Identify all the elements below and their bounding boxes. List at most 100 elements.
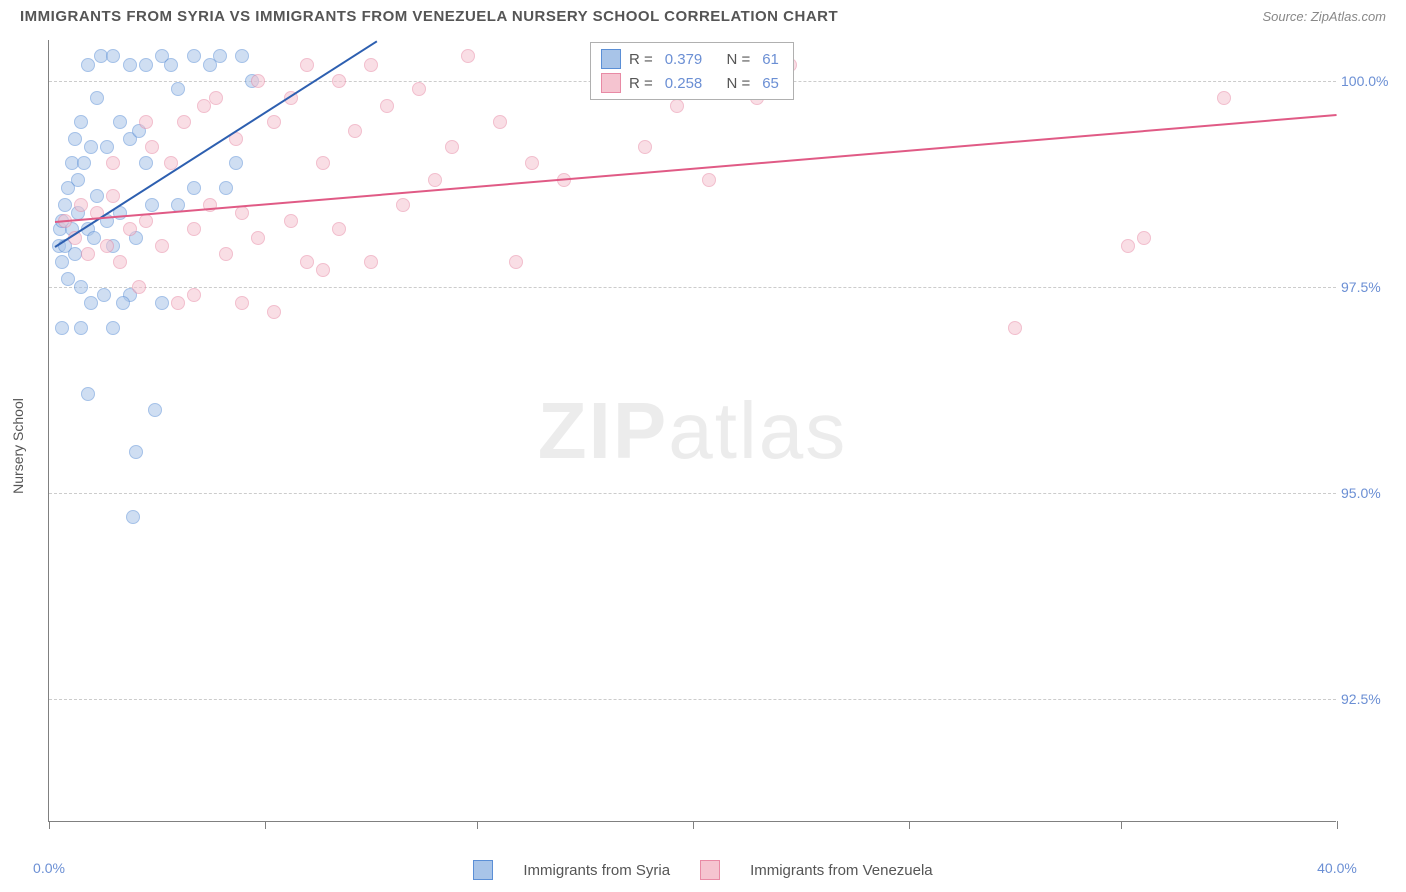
data-point	[219, 181, 233, 195]
data-point	[267, 115, 281, 129]
legend-n-value: 65	[758, 75, 783, 92]
data-point	[113, 115, 127, 129]
data-point	[187, 288, 201, 302]
data-point	[106, 321, 120, 335]
data-point	[332, 74, 346, 88]
data-point	[702, 173, 716, 187]
trend-line	[55, 114, 1337, 223]
data-point	[74, 321, 88, 335]
data-point	[316, 156, 330, 170]
gridline	[49, 493, 1336, 494]
data-point	[219, 247, 233, 261]
data-point	[235, 296, 249, 310]
data-point	[300, 255, 314, 269]
y-axis-title: Nursery School	[10, 398, 26, 494]
legend-n-label: N =	[726, 75, 750, 92]
legend-n-label: N =	[726, 51, 750, 68]
data-point	[90, 91, 104, 105]
legend-r-label: R =	[629, 75, 653, 92]
x-tick	[693, 821, 694, 829]
gridline	[49, 287, 1336, 288]
data-point	[412, 82, 426, 96]
data-point	[84, 296, 98, 310]
data-point	[1008, 321, 1022, 335]
data-point	[81, 58, 95, 72]
data-point	[1217, 91, 1231, 105]
data-point	[251, 231, 265, 245]
y-tick-label: 95.0%	[1341, 485, 1396, 501]
data-point	[74, 198, 88, 212]
data-point	[213, 49, 227, 63]
y-tick-label: 97.5%	[1341, 279, 1396, 295]
data-point	[332, 222, 346, 236]
data-point	[139, 214, 153, 228]
legend-top: R = 0.379 N = 61 R = 0.258 N = 65	[590, 42, 794, 100]
data-point	[316, 263, 330, 277]
data-point	[84, 140, 98, 154]
data-point	[235, 206, 249, 220]
y-tick-label: 92.5%	[1341, 691, 1396, 707]
data-point	[267, 305, 281, 319]
data-point	[71, 173, 85, 187]
watermark: ZIPatlas	[538, 385, 847, 477]
data-point	[123, 222, 137, 236]
data-point	[164, 58, 178, 72]
data-point	[1121, 239, 1135, 253]
watermark-bold: ZIP	[538, 386, 668, 475]
data-point	[123, 58, 137, 72]
data-point	[100, 140, 114, 154]
chart-title: IMMIGRANTS FROM SYRIA VS IMMIGRANTS FROM…	[20, 8, 838, 25]
data-point	[132, 280, 146, 294]
data-point	[171, 82, 185, 96]
data-point	[126, 510, 140, 524]
data-point	[197, 99, 211, 113]
legend-row: R = 0.379 N = 61	[601, 47, 783, 71]
data-point	[177, 115, 191, 129]
x-tick	[477, 821, 478, 829]
data-point	[670, 99, 684, 113]
data-point	[509, 255, 523, 269]
data-point	[229, 156, 243, 170]
data-point	[87, 231, 101, 245]
data-point	[58, 198, 72, 212]
data-point	[396, 198, 410, 212]
legend-swatch	[601, 73, 621, 93]
legend-swatch-venezuela	[700, 860, 720, 880]
data-point	[139, 156, 153, 170]
data-point	[100, 239, 114, 253]
data-point	[145, 140, 159, 154]
data-point	[77, 156, 91, 170]
gridline	[49, 699, 1336, 700]
data-point	[187, 181, 201, 195]
data-point	[113, 255, 127, 269]
data-point	[155, 296, 169, 310]
title-bar: IMMIGRANTS FROM SYRIA VS IMMIGRANTS FROM…	[0, 0, 1406, 29]
legend-label-venezuela: Immigrants from Venezuela	[750, 862, 933, 879]
data-point	[171, 296, 185, 310]
data-point	[155, 239, 169, 253]
data-point	[116, 296, 130, 310]
data-point	[106, 49, 120, 63]
x-tick	[1121, 821, 1122, 829]
data-point	[235, 49, 249, 63]
x-tick	[265, 821, 266, 829]
data-point	[209, 91, 223, 105]
x-tick	[49, 821, 50, 829]
data-point	[129, 445, 143, 459]
data-point	[348, 124, 362, 138]
legend-n-value: 61	[758, 51, 783, 68]
data-point	[81, 247, 95, 261]
data-point	[61, 272, 75, 286]
data-point	[74, 280, 88, 294]
legend-r-value: 0.258	[661, 75, 707, 92]
x-tick	[909, 821, 910, 829]
data-point	[364, 255, 378, 269]
x-tick	[1337, 821, 1338, 829]
data-point	[90, 189, 104, 203]
data-point	[428, 173, 442, 187]
data-point	[300, 58, 314, 72]
legend-label-syria: Immigrants from Syria	[523, 862, 670, 879]
data-point	[380, 99, 394, 113]
data-point	[106, 189, 120, 203]
watermark-light: atlas	[668, 386, 847, 475]
